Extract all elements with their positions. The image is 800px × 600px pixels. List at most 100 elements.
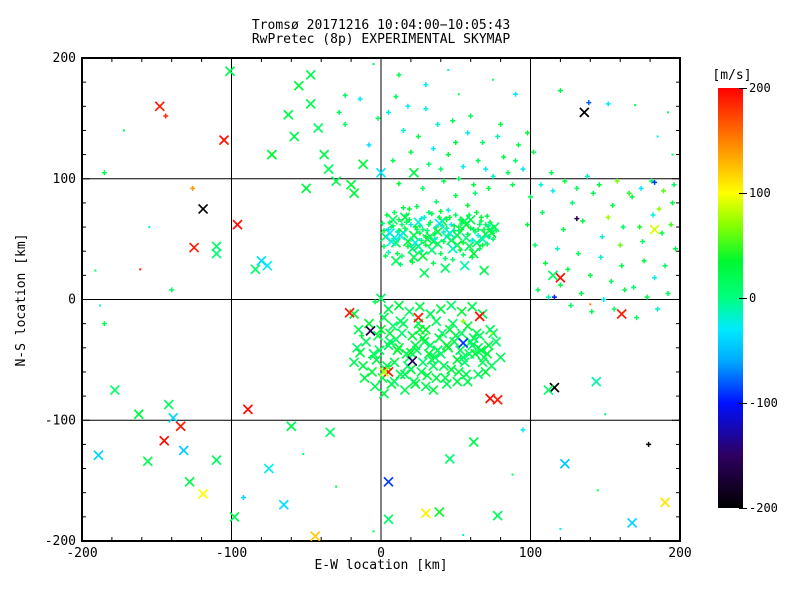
colorbar-tick xyxy=(739,402,747,404)
data-point xyxy=(414,204,420,210)
data-point xyxy=(649,224,660,235)
data-point xyxy=(331,176,342,187)
data-point xyxy=(396,217,402,223)
data-point xyxy=(382,253,388,259)
data-point xyxy=(148,226,151,229)
data-point xyxy=(452,230,463,241)
data-point xyxy=(598,254,604,260)
data-point xyxy=(634,104,637,107)
data-point xyxy=(101,170,107,176)
data-point xyxy=(440,372,451,384)
data-point xyxy=(359,333,365,339)
data-point xyxy=(408,167,419,178)
data-point xyxy=(396,181,402,187)
data-point xyxy=(599,234,605,240)
data-point xyxy=(448,222,454,228)
data-point xyxy=(426,161,432,167)
data-point xyxy=(122,129,125,132)
data-point xyxy=(629,194,635,200)
y-tick-label: -100 xyxy=(45,413,76,428)
data-point xyxy=(559,527,562,530)
data-point xyxy=(378,312,390,323)
data-point xyxy=(313,122,324,134)
data-point xyxy=(371,354,382,365)
data-point xyxy=(532,242,538,248)
data-point xyxy=(455,345,466,356)
data-point xyxy=(446,300,457,311)
colorbar-tick xyxy=(739,87,747,89)
data-point xyxy=(462,533,465,536)
data-point xyxy=(617,242,623,248)
data-point xyxy=(133,409,144,420)
data-point xyxy=(487,219,493,225)
data-point xyxy=(671,153,674,156)
data-point xyxy=(596,182,602,188)
data-point xyxy=(410,378,421,390)
data-point xyxy=(470,348,481,359)
data-point xyxy=(417,357,428,368)
data-point xyxy=(480,140,486,146)
data-point xyxy=(390,255,402,266)
data-point xyxy=(378,366,390,378)
data-point xyxy=(399,253,405,259)
data-point xyxy=(591,376,602,387)
data-point xyxy=(396,72,402,78)
data-point xyxy=(242,404,254,415)
data-point xyxy=(634,315,640,321)
data-point xyxy=(638,185,644,191)
data-point xyxy=(305,98,316,109)
data-point xyxy=(420,185,426,191)
data-point xyxy=(378,388,390,399)
data-point xyxy=(555,272,566,283)
data-point xyxy=(384,212,390,218)
data-point xyxy=(545,294,551,300)
data-point xyxy=(626,190,632,196)
data-point xyxy=(616,308,627,320)
data-point xyxy=(525,130,531,136)
data-point xyxy=(614,178,620,184)
data-point xyxy=(351,342,363,353)
data-point xyxy=(425,340,436,351)
data-point xyxy=(446,364,457,375)
data-point xyxy=(548,170,554,176)
data-point xyxy=(510,182,516,188)
data-point xyxy=(483,340,494,351)
data-point xyxy=(535,287,541,293)
data-point xyxy=(483,222,489,228)
data-point xyxy=(109,384,120,396)
data-point xyxy=(456,306,467,317)
data-point xyxy=(457,217,463,223)
data-point xyxy=(484,241,490,247)
data-point xyxy=(444,453,455,464)
data-point xyxy=(266,149,277,160)
data-point xyxy=(387,219,393,225)
data-point xyxy=(539,210,545,216)
data-point xyxy=(418,248,424,254)
data-point xyxy=(383,366,394,378)
data-point xyxy=(240,495,246,501)
data-point xyxy=(407,330,418,341)
data-point xyxy=(232,219,243,230)
data-point xyxy=(662,263,668,269)
data-point xyxy=(456,176,462,182)
data-point xyxy=(399,212,411,223)
data-point xyxy=(574,185,580,191)
data-point xyxy=(383,304,394,315)
data-point xyxy=(473,369,484,380)
colorbar-tick-label: 200 xyxy=(749,81,771,95)
data-point xyxy=(250,264,261,275)
data-point xyxy=(435,121,441,127)
data-point xyxy=(441,239,447,245)
data-point xyxy=(385,249,391,255)
data-point xyxy=(474,311,485,322)
data-point xyxy=(441,229,447,235)
data-point xyxy=(631,284,637,290)
data-point xyxy=(442,255,448,261)
y-tick-label: -200 xyxy=(45,534,76,549)
colorbar-tick xyxy=(739,507,747,509)
data-point xyxy=(383,476,394,487)
data-point xyxy=(184,476,195,487)
data-point xyxy=(420,324,431,335)
data-point xyxy=(408,236,414,242)
data-point xyxy=(670,200,676,206)
